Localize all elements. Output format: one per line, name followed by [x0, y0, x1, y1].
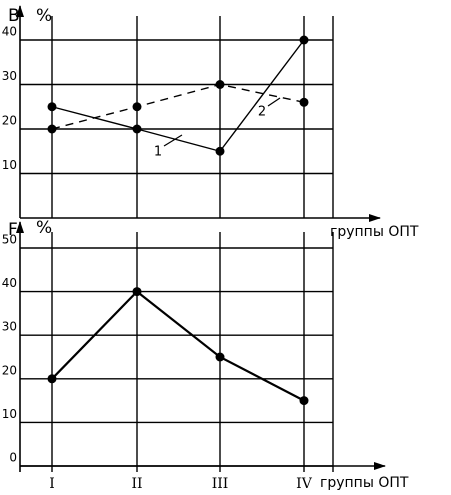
data-point — [299, 97, 309, 107]
y-tick-label: 10 — [2, 158, 17, 172]
data-point — [299, 35, 309, 45]
y-tick-label: 40 — [2, 25, 17, 39]
data-point — [47, 102, 57, 112]
legend-label: 1 — [154, 145, 162, 160]
legend-label: 2 — [258, 105, 266, 120]
y-axis-unit: % — [36, 6, 52, 26]
x-tick-label: II — [131, 476, 142, 492]
series-line — [51, 290, 305, 402]
series-leader — [267, 97, 281, 107]
x-tick-label: I — [49, 476, 55, 492]
data-point — [47, 374, 57, 384]
y-tick-label: 50 — [2, 233, 17, 247]
y-axis-label: F — [8, 220, 18, 240]
y-tick-label: 30 — [2, 320, 17, 334]
y-tick-label: 20 — [2, 363, 17, 377]
data-point — [132, 287, 142, 297]
y-tick-label: 20 — [2, 114, 17, 128]
x-axis-label: группы ОПТ — [320, 475, 409, 491]
y-axis-label: В — [8, 6, 20, 26]
data-point — [299, 396, 309, 406]
y-tick-label: 10 — [2, 407, 17, 421]
y-tick-label: 30 — [2, 69, 17, 83]
series-line — [51, 83, 305, 130]
data-point — [215, 80, 225, 89]
x-tick-label: III — [212, 476, 229, 492]
x-axis-label: группы ОПТ — [330, 224, 419, 240]
y-tick-label: 0 — [9, 451, 17, 465]
x-tick-label: IV — [296, 476, 313, 492]
data-point — [215, 146, 225, 156]
series-leader — [163, 134, 183, 147]
data-point — [132, 102, 142, 112]
y-axis-unit: % — [36, 218, 52, 238]
data-point — [132, 124, 142, 134]
data-point — [47, 124, 57, 134]
y-tick-label: 40 — [2, 276, 17, 290]
data-point — [215, 352, 225, 362]
